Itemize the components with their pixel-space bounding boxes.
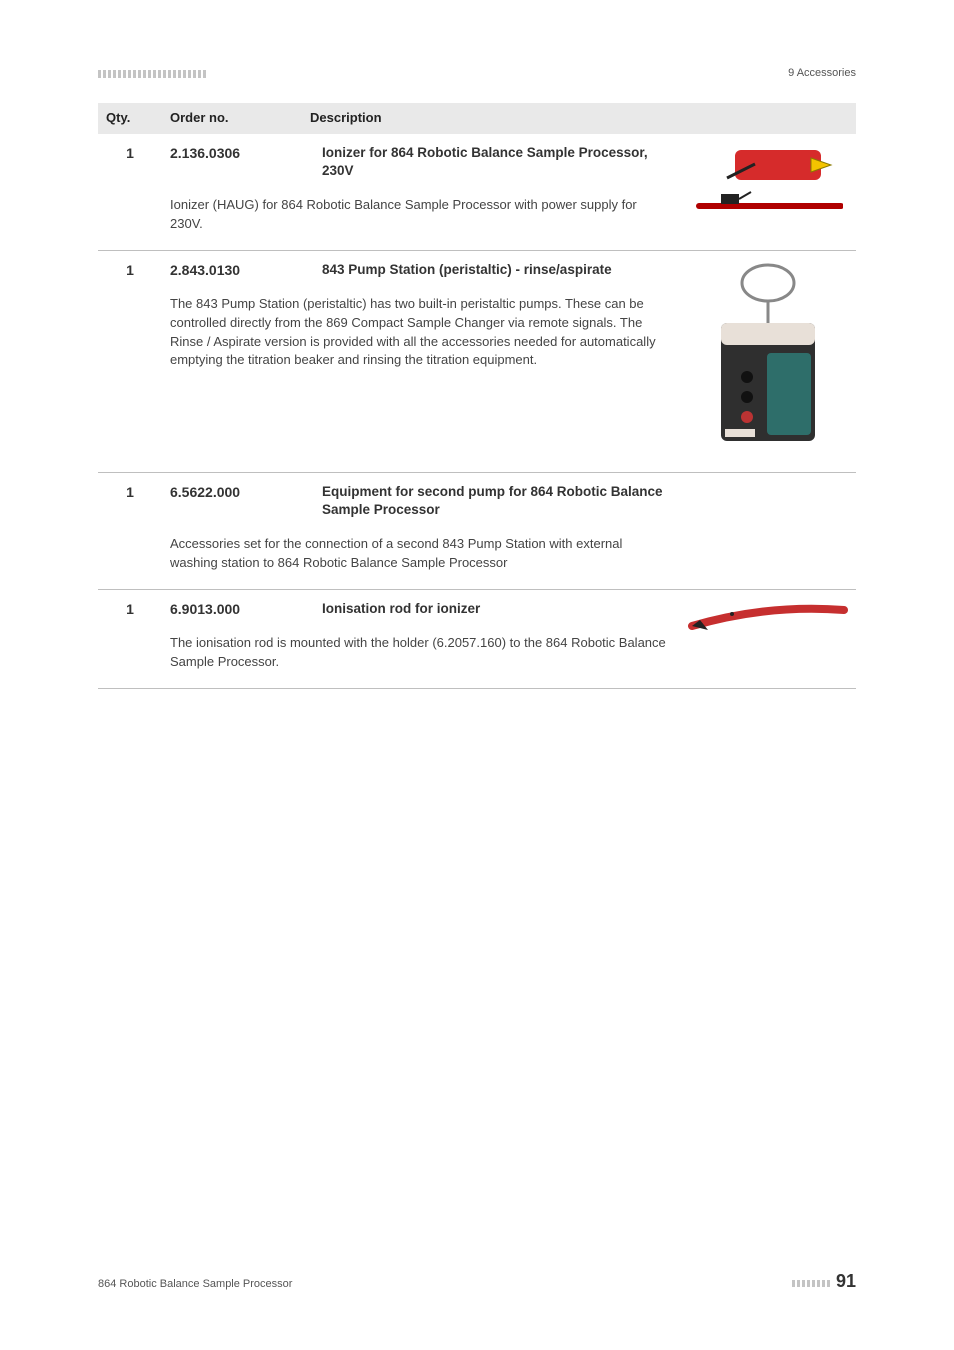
order-no: 2.843.0130 [170,261,310,289]
item-image-cell [680,472,856,589]
section-label: 9 Accessories [788,66,856,81]
order-no: 6.9013.000 [170,600,310,628]
item-description: The ionisation rod is mounted with the h… [170,634,672,672]
col-header-order: Order no. [162,103,302,133]
accessories-table: Qty. Order no. Description 1 2.136.0306 … [98,103,856,689]
table-row: 1 2.136.0306 Ionizer for 864 Robotic Bal… [98,134,856,251]
qty-value: 1 [98,134,162,251]
item-image-cell [680,250,856,472]
page-header: 9 Accessories [98,66,856,81]
col-header-qty: Qty. [98,103,162,133]
order-no: 2.136.0306 [170,144,310,190]
table-row: 1 2.843.0130 843 Pump Station (peristalt… [98,250,856,472]
pump-station-image [703,261,833,451]
item-description: Ionizer (HAUG) for 864 Robotic Balance S… [170,196,672,234]
qty-value: 1 [98,472,162,589]
table-row: 1 6.9013.000 Ionisation rod for ionizer … [98,590,856,689]
ionizer-image [693,144,843,216]
header-ticks [98,70,206,78]
item-image-cell [680,590,856,689]
item-title: Ionizer for 864 Robotic Balance Sample P… [322,144,672,180]
qty-value: 1 [98,590,162,689]
item-title: Equipment for second pump for 864 Roboti… [322,483,672,519]
ionisation-rod-image [688,600,848,634]
item-title: Ionisation rod for ionizer [322,600,480,618]
table-row: 1 6.5622.000 Equipment for second pump f… [98,472,856,589]
qty-value: 1 [98,250,162,472]
item-description: Accessories set for the connection of a … [170,535,672,573]
page-footer: 864 Robotic Balance Sample Processor 91 [98,1269,856,1294]
col-header-desc: Description [302,103,856,133]
item-title: 843 Pump Station (peristaltic) - rinse/a… [322,261,612,279]
footer-doc-title: 864 Robotic Balance Sample Processor [98,1277,292,1292]
table-header-row: Qty. Order no. Description [98,103,856,133]
page-number: 91 [836,1269,856,1294]
item-description: The 843 Pump Station (peristaltic) has t… [170,295,672,370]
footer-ticks [792,1280,830,1287]
item-image-cell [680,134,856,251]
order-no: 6.5622.000 [170,483,310,529]
